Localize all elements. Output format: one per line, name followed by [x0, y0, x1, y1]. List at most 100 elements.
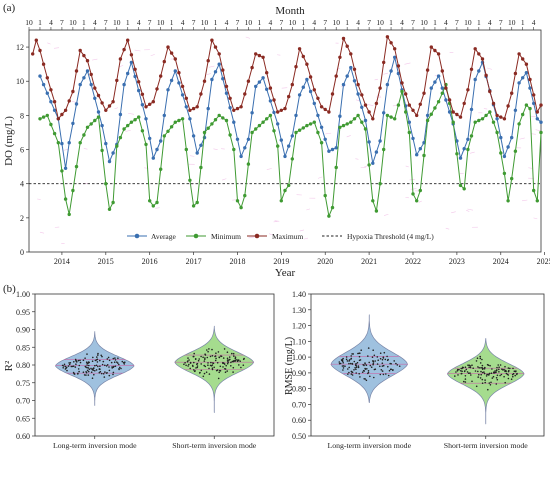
sample-point [480, 373, 483, 376]
series-point-minimum [532, 188, 536, 193]
series-point-average [330, 147, 335, 152]
series-point-average [521, 76, 525, 80]
series-point-average [228, 106, 232, 110]
series-point-minimum [382, 147, 386, 152]
series-point-average [301, 85, 305, 89]
series-point-maximum [345, 44, 349, 48]
month-tick-label: 7 [60, 18, 64, 27]
series-point-maximum [129, 53, 134, 57]
series-point-average [126, 71, 130, 76]
series-point-average [224, 91, 229, 95]
sample-point [227, 361, 229, 364]
sample-point [97, 365, 99, 368]
sample-point [61, 364, 64, 367]
sample-point [364, 367, 366, 370]
series-point-average [41, 82, 46, 87]
series-point-average [316, 113, 320, 118]
sample-point [347, 373, 349, 375]
sample-point [194, 358, 197, 360]
sample-point [380, 369, 383, 371]
sample-point [116, 361, 118, 363]
series-point-maximum [308, 75, 313, 79]
noise-streak [206, 73, 211, 75]
series-point-minimum [107, 207, 112, 211]
series-point-maximum [191, 106, 196, 111]
sample-point [217, 351, 220, 353]
sample-point [475, 360, 478, 362]
series-point-maximum [352, 67, 357, 72]
sample-point [372, 362, 375, 365]
sample-point [489, 364, 491, 367]
sample-point [123, 363, 126, 365]
sample-point [99, 365, 101, 368]
series-point-maximum [60, 112, 64, 117]
sample-point [358, 359, 361, 362]
violin-body [330, 314, 408, 403]
year-tick-label: 2015 [98, 257, 114, 266]
series-point-minimum [506, 199, 510, 203]
month-tick-label: 4 [444, 18, 448, 27]
series-point-maximum [279, 108, 283, 113]
category-label: Short-term inversion mode [444, 441, 529, 450]
series-point-maximum [93, 86, 97, 90]
sample-point [195, 367, 197, 369]
sample-point [478, 367, 481, 369]
sample-point [371, 356, 374, 359]
sample-point [474, 370, 477, 372]
series-point-maximum [491, 101, 496, 106]
y-tick-label: 0.90 [292, 369, 306, 378]
sample-point [204, 365, 207, 368]
sample-point [112, 373, 114, 376]
sample-point [351, 374, 354, 376]
series-point-average [96, 110, 101, 114]
sample-point [230, 361, 232, 364]
series-point-minimum [389, 115, 393, 119]
series-point-average [217, 62, 221, 66]
series-point-maximum [488, 89, 492, 94]
series-point-minimum [297, 128, 302, 132]
series-point-minimum [312, 120, 316, 124]
series-point-minimum [371, 199, 375, 203]
sample-point [98, 368, 101, 370]
sample-point [220, 355, 222, 357]
series-point-minimum [305, 123, 309, 128]
sample-point [208, 373, 211, 375]
series-point-average [418, 147, 422, 151]
sample-point [357, 365, 360, 367]
sample-point [342, 367, 345, 369]
series-point-minimum [246, 162, 251, 166]
sample-point [117, 357, 119, 360]
noise-streak [266, 168, 272, 170]
series-point-minimum [180, 117, 185, 121]
sample-point [481, 382, 484, 385]
noise-streak [208, 65, 215, 68]
sample-point [382, 364, 385, 367]
sample-point [393, 360, 396, 362]
noise-streak [317, 176, 323, 179]
series-point-maximum [334, 74, 338, 78]
series-point-average [455, 139, 459, 143]
series-point-maximum [495, 113, 499, 118]
noise-streak [346, 135, 351, 138]
series-point-minimum [363, 127, 368, 131]
series-point-maximum [287, 94, 291, 99]
y-tick-label: 0.60 [292, 416, 306, 425]
sample-point [106, 358, 109, 360]
series-point-average [74, 102, 79, 106]
sample-point [470, 374, 472, 376]
series-point-minimum [462, 187, 466, 191]
sample-point [345, 358, 348, 361]
series-point-maximum [155, 87, 159, 91]
series-point-minimum [407, 130, 411, 135]
month-tick-label: 1 [477, 18, 481, 27]
series-point-minimum [272, 129, 276, 133]
series-point-average [352, 79, 357, 83]
series-point-average [429, 86, 433, 90]
series-point-minimum [126, 123, 130, 128]
series-point-minimum [469, 134, 474, 138]
y-tick-label: 10 [16, 77, 24, 86]
series-point-minimum [396, 103, 401, 107]
sample-point [112, 371, 115, 374]
series-point-minimum [301, 126, 305, 130]
series-point-average [539, 120, 543, 124]
